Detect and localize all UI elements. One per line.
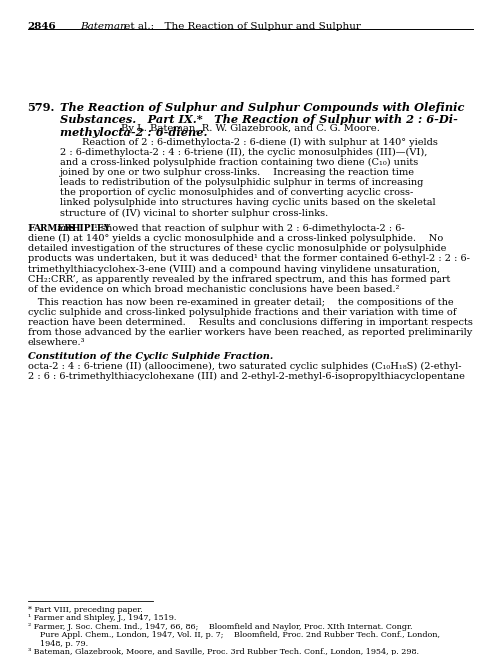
Text: F: F xyxy=(28,224,35,233)
Text: products was undertaken, but it was deduced¹ that the former contained 6-ethyl-2: products was undertaken, but it was dedu… xyxy=(28,254,469,263)
Text: reaction have been determined.  Results and conclusions differing in important r: reaction have been determined. Results a… xyxy=(28,318,472,327)
Text: elsewhere.³: elsewhere.³ xyxy=(28,338,85,347)
Text: the proportion of cyclic monosulphides and of converting acyclic cross-: the proportion of cyclic monosulphides a… xyxy=(60,188,413,197)
Text: cyclic sulphide and cross-linked polysulphide fractions and their variation with: cyclic sulphide and cross-linked polysul… xyxy=(28,308,456,317)
Text: The Reaction of Sulphur and Sulphur Compounds with Olefinic: The Reaction of Sulphur and Sulphur Comp… xyxy=(60,102,464,113)
Text: and: and xyxy=(54,224,78,233)
Text: By L. Bateman, R. W. Glazebrook, and C. G. Moore.: By L. Bateman, R. W. Glazebrook, and C. … xyxy=(120,124,380,134)
Text: CH₂:CRR’, as apparently revealed by the infrared spectrum, and this has formed p: CH₂:CRR’, as apparently revealed by the … xyxy=(28,274,450,284)
Text: 2846: 2846 xyxy=(28,22,56,31)
Text: ¹ showed that reaction of sulphur with 2 : 6-dimethylocta-2 : 6-: ¹ showed that reaction of sulphur with 2… xyxy=(94,224,404,233)
Text: leads to redistribution of the polysulphidic sulphur in terms of increasing: leads to redistribution of the polysulph… xyxy=(60,178,424,187)
Text: ³ Bateman, Glazebrook, Moore, and Saville, Proc. 3rd Rubber Tech. Conf., London,: ³ Bateman, Glazebrook, Moore, and Savill… xyxy=(28,648,418,655)
Text: and a cross-linked polysulphide fraction containing two diene (C₁₀) units: and a cross-linked polysulphide fraction… xyxy=(60,158,418,167)
Text: et al.: The Reaction of Sulphur and Sulphur: et al.: The Reaction of Sulphur and Sulp… xyxy=(121,22,361,31)
Text: of the evidence on which broad mechanistic conclusions have been based.²: of the evidence on which broad mechanist… xyxy=(28,285,399,294)
Text: from those advanced by the earlier workers have been reached, as reported prelim: from those advanced by the earlier worke… xyxy=(28,328,472,337)
Text: 579.: 579. xyxy=(28,102,55,113)
Text: methylocta-2 : 6-diene.: methylocta-2 : 6-diene. xyxy=(60,127,208,138)
Text: Substances. Part IX.* The Reaction of Sulphur with 2 : 6-Di-: Substances. Part IX.* The Reaction of Su… xyxy=(60,114,458,125)
Text: Pure Appl. Chem., London, 1947, Vol. II, p. 7;  Bloomfield, Proc. 2nd Rubber Tec: Pure Appl. Chem., London, 1947, Vol. II,… xyxy=(40,631,440,639)
Text: ² Farmer, J. Soc. Chem. Ind., 1947, 66, 86;  Bloomfield and Naylor, Proc. XIth I: ² Farmer, J. Soc. Chem. Ind., 1947, 66, … xyxy=(28,623,412,631)
Text: S: S xyxy=(67,224,74,233)
Text: ARMER: ARMER xyxy=(34,224,72,233)
Text: diene (I) at 140° yields a cyclic monosulphide and a cross-linked polysulphide. : diene (I) at 140° yields a cyclic monosu… xyxy=(28,234,443,243)
Text: trimethylthiacyclohex-3-ene (VIII) and a compound having vinylidene unsaturation: trimethylthiacyclohex-3-ene (VIII) and a… xyxy=(28,265,440,274)
Text: 2 : 6 : 6-trimethylthiacyclohexane (III) and 2-ethyl-2-methyl-6-isopropylthiacyc: 2 : 6 : 6-trimethylthiacyclohexane (III)… xyxy=(28,372,464,381)
Text: * Part VIII, preceding paper.: * Part VIII, preceding paper. xyxy=(28,606,142,614)
Text: 2 : 6-dimethylocta-2 : 4 : 6-triene (II), the cyclic monosulphides (III)—(VI),: 2 : 6-dimethylocta-2 : 4 : 6-triene (II)… xyxy=(60,147,428,157)
Text: Bateman: Bateman xyxy=(80,22,126,31)
Text: Constitution of the Cyclic Sulphide Fraction.: Constitution of the Cyclic Sulphide Frac… xyxy=(28,352,273,361)
Text: Reaction of 2 : 6-dimethylocta-2 : 6-diene (I) with sulphur at 140° yields: Reaction of 2 : 6-dimethylocta-2 : 6-die… xyxy=(82,138,438,147)
Text: This reaction has now been re-examined in greater detail;  the compositions of t: This reaction has now been re-examined i… xyxy=(28,297,453,307)
Text: octa-2 : 4 : 6-triene (II) (alloocimene), two saturated cyclic sulphides (C₁₀H₁₈: octa-2 : 4 : 6-triene (II) (alloocimene)… xyxy=(28,362,461,371)
Text: structure of (IV) vicinal to shorter sulphur cross-links.: structure of (IV) vicinal to shorter sul… xyxy=(60,208,328,217)
Text: HIPLEY: HIPLEY xyxy=(72,224,110,233)
Text: joined by one or two sulphur cross-links.  Increasing the reaction time: joined by one or two sulphur cross-links… xyxy=(60,168,415,177)
Text: ¹ Farmer and Shipley, J., 1947, 1519.: ¹ Farmer and Shipley, J., 1947, 1519. xyxy=(28,614,176,622)
Text: detailed investigation of the structures of these cyclic monosulphide or polysul: detailed investigation of the structures… xyxy=(28,244,446,253)
Text: 1948, p. 79.: 1948, p. 79. xyxy=(40,640,88,648)
Text: linked polysulphide into structures having cyclic units based on the skeletal: linked polysulphide into structures havi… xyxy=(60,198,436,208)
